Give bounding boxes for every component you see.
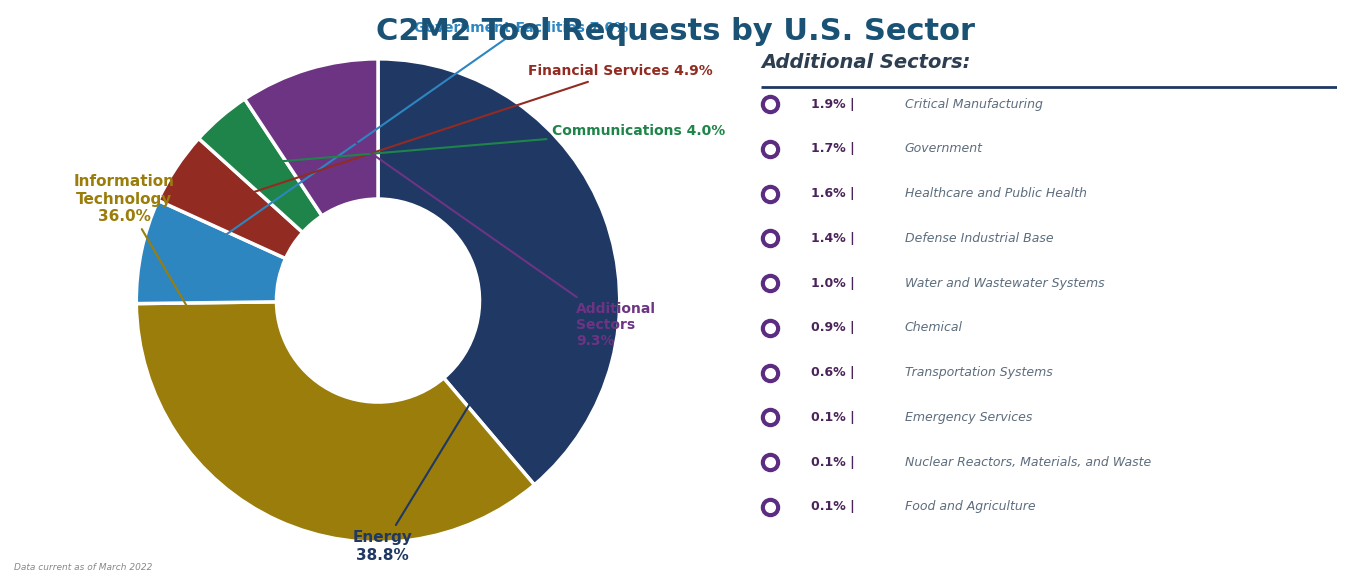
Text: Critical Manufacturing: Critical Manufacturing xyxy=(904,98,1042,110)
Text: 1.6% |: 1.6% | xyxy=(811,187,855,200)
Text: Information
Technology
36.0%: Information Technology 36.0% xyxy=(74,174,292,485)
Wedge shape xyxy=(378,59,620,485)
Text: Defense Industrial Base: Defense Industrial Base xyxy=(904,232,1053,245)
Text: 0.9% |: 0.9% | xyxy=(811,321,855,334)
Wedge shape xyxy=(136,201,286,303)
Text: Government: Government xyxy=(904,142,983,155)
Text: 1.9% |: 1.9% | xyxy=(811,98,855,110)
Text: 1.7% |: 1.7% | xyxy=(811,142,855,155)
Text: 0.1% |: 0.1% | xyxy=(811,501,855,513)
Text: Additional Sectors:: Additional Sectors: xyxy=(761,53,971,72)
Text: Healthcare and Public Health: Healthcare and Public Health xyxy=(904,187,1087,200)
Text: 0.1% |: 0.1% | xyxy=(811,411,855,424)
Text: Emergency Services: Emergency Services xyxy=(904,411,1033,424)
Text: Communications 4.0%: Communications 4.0% xyxy=(263,124,725,163)
Text: Data current as of March 2022: Data current as of March 2022 xyxy=(14,563,151,572)
Text: Water and Wastewater Systems: Water and Wastewater Systems xyxy=(904,277,1104,290)
Text: 0.6% |: 0.6% | xyxy=(811,366,855,379)
Text: Chemical: Chemical xyxy=(904,321,963,334)
Wedge shape xyxy=(136,302,535,542)
Text: Transportation Systems: Transportation Systems xyxy=(904,366,1053,379)
Text: 0.1% |: 0.1% | xyxy=(811,455,855,469)
Text: 1.0% |: 1.0% | xyxy=(811,277,855,290)
Text: Nuclear Reactors, Materials, and Waste: Nuclear Reactors, Materials, and Waste xyxy=(904,455,1152,469)
Wedge shape xyxy=(244,59,378,216)
Text: C2M2 Tool Requests by U.S. Sector: C2M2 Tool Requests by U.S. Sector xyxy=(375,17,975,46)
Text: Financial Services 4.9%: Financial Services 4.9% xyxy=(230,64,713,200)
Wedge shape xyxy=(158,139,302,258)
Text: 1.4% |: 1.4% | xyxy=(811,232,855,245)
Text: Energy
38.8%: Energy 38.8% xyxy=(352,229,576,562)
Text: Food and Agriculture: Food and Agriculture xyxy=(904,501,1035,513)
Text: Additional
Sectors
9.3%: Additional Sectors 9.3% xyxy=(325,121,656,348)
Text: Government Facilities 7.0%: Government Facilities 7.0% xyxy=(192,21,629,259)
Wedge shape xyxy=(198,99,323,232)
